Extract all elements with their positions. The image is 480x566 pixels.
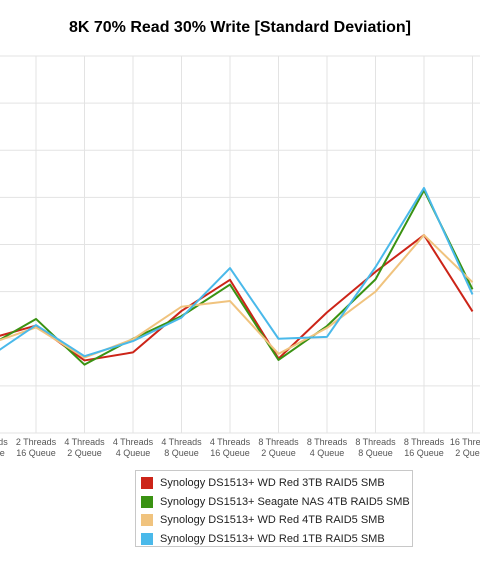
legend-swatch: [141, 532, 153, 545]
x-tick-label: 4 Threads 8 Queue: [161, 437, 202, 458]
legend-item-3[interactable]: Synology DS1513+ WD Red 4TB RAID5 SMB: [141, 511, 412, 530]
series-lines: [0, 186, 474, 366]
legend-label: Synology DS1513+ WD Red 4TB RAID5 SMB: [160, 514, 385, 527]
x-tick-label: 4 Threads 16 Queue: [210, 437, 251, 458]
series-line-4[interactable]: [0, 186, 474, 362]
x-tick-label: 8 Threads 4 Queue: [307, 437, 348, 458]
series-line-2[interactable]: [0, 189, 474, 366]
legend-label: Synology DS1513+ WD Red 1TB RAID5 SMB: [160, 532, 385, 545]
legend: Synology DS1513+ WD Red 3TB RAID5 SMB Syn…: [135, 470, 413, 547]
chart-title: 8K 70% Read 30% Write [Standard Deviatio…: [68, 19, 412, 36]
legend-item-2[interactable]: Synology DS1513+ Seagate NAS 4TB RAID5 S…: [141, 493, 412, 512]
x-tick-label: 8 Threads 2 Queue: [258, 437, 299, 458]
x-tick-label: 2 Threads 16 Queue: [16, 437, 57, 458]
legend-swatch: [141, 477, 153, 490]
legend-item-1[interactable]: Synology DS1513+ WD Red 3TB RAID5 SMB: [141, 474, 412, 493]
x-tick-label: 8 Threads 16 Queue: [404, 437, 445, 458]
gridlines: [0, 55, 480, 434]
legend-item-4[interactable]: Synology DS1513+ WD Red 1TB RAID5 SMB: [141, 530, 412, 549]
legend-swatch: [141, 514, 153, 527]
x-tick-label: 4 Threads 2 Queue: [64, 437, 105, 458]
x-tick-label: 8 Threads 8 Queue: [355, 437, 396, 458]
x-tick-label: 4 Threads 4 Queue: [113, 437, 154, 458]
series-line-1[interactable]: [0, 234, 474, 362]
legend-label: Synology DS1513+ Seagate NAS 4TB RAID5 S…: [160, 495, 410, 508]
legend-label: Synology DS1513+ WD Red 3TB RAID5 SMB: [160, 477, 385, 490]
legend-swatch: [141, 495, 153, 508]
